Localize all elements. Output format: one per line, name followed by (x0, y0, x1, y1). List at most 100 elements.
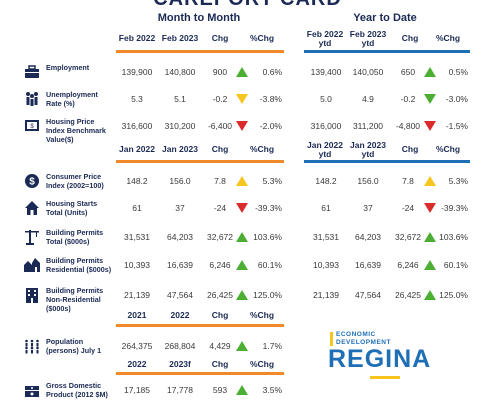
month-change-value: 32,672 (207, 232, 233, 242)
ytd-change-value: 7.8 (402, 176, 414, 186)
logo-line1: ECONOMIC (336, 331, 376, 338)
header1-right-col4: %Chg (435, 33, 461, 43)
arrow-down-icon (424, 121, 436, 131)
arrow-up-icon (424, 290, 436, 300)
ytd-percent-change: 103.6% (439, 232, 468, 242)
blue-divider (304, 160, 470, 163)
month-percent-change: 125.0% (253, 290, 282, 300)
header4-col4: %Chg (249, 359, 275, 369)
ytd-prev-value: 148.2 (315, 176, 337, 186)
row-label: Housing Starts Total (Units) (46, 199, 98, 217)
header3-col3: Chg (211, 310, 229, 320)
ytd-percent-change: -1.5% (445, 121, 468, 131)
arrow-up-icon (424, 260, 436, 270)
header1-left-col2: Feb 2023 (161, 33, 199, 43)
header1-left-col1: Feb 2022 (118, 33, 156, 43)
month-curr-value: 47,564 (167, 290, 193, 300)
header4-col1: 2022 (127, 359, 147, 369)
month-change-value: 26,425 (207, 290, 233, 300)
logo-underline (370, 376, 400, 379)
header2-right-col3: Chg (401, 144, 419, 154)
ytd-change-value: 6,246 (397, 260, 419, 270)
crane-icon (24, 229, 40, 245)
header2-left-col1: Jan 2022 (119, 144, 155, 154)
orange-divider (116, 50, 284, 53)
arrow-up-icon (236, 260, 248, 270)
logo-wordmark: REGINA (328, 345, 432, 373)
month-curr-value: 156.0 (169, 176, 191, 186)
header2-left-col3: Chg (211, 144, 229, 154)
people-icon (24, 91, 40, 107)
svg-text:$: $ (29, 177, 35, 188)
ytd-prev-value: 31,531 (313, 232, 339, 242)
row-label: Housing Price Index Benchmark Value($) (46, 117, 106, 144)
month-percent-change: 5.3% (262, 176, 282, 186)
arrow-up-icon (424, 232, 436, 242)
header2-right-col4: %Chg (435, 144, 461, 154)
year-to-date-heading: Year to Date (353, 12, 417, 24)
ytd-change-value: 26,425 (395, 290, 421, 300)
month-percent-change: -3.8% (259, 94, 282, 104)
arrow-up-icon (236, 341, 248, 351)
orange-divider (116, 324, 284, 327)
price-tag-icon: $ (24, 118, 40, 134)
row-label: Building Permits Total ($000s) (46, 228, 104, 246)
ytd-curr-value: 140,050 (352, 67, 384, 77)
row-label: Building Permits Non-Residential ($000s) (46, 286, 104, 313)
month-prev-value: 17,185 (124, 385, 150, 395)
money-stack-icon (24, 382, 40, 398)
arrow-up-icon (424, 176, 436, 186)
header4-col2: 2023f (169, 359, 191, 369)
month-change-value: -6,400 (207, 121, 233, 131)
ytd-percent-change: -39.3% (441, 203, 468, 213)
row-label: Gross Domestic Product (2012 $M) (46, 381, 108, 399)
ytd-change-value: -24 (401, 203, 415, 213)
month-curr-value: 5.1 (174, 94, 186, 104)
ytd-percent-change: 5.3% (448, 176, 468, 186)
month-prev-value: 264,375 (121, 341, 153, 351)
header2-left-col2: Jan 2023 (162, 144, 198, 154)
header3-col4: %Chg (249, 310, 275, 320)
svg-text:$: $ (30, 124, 34, 130)
header1-right-col2: Feb 2023 ytd (349, 29, 387, 48)
header1-right-col3: Chg (401, 33, 419, 43)
arrow-down-icon (424, 94, 436, 104)
month-prev-value: 148.2 (126, 176, 148, 186)
office-building-icon (24, 287, 40, 303)
month-curr-value: 268,804 (164, 341, 196, 351)
month-percent-change: 0.6% (262, 67, 282, 77)
month-percent-change: -39.3% (255, 203, 282, 213)
ytd-curr-value: 311,200 (352, 121, 384, 131)
arrow-up-icon (236, 385, 248, 395)
population-icon (24, 338, 40, 354)
homes-icon (24, 257, 40, 273)
month-percent-change: 60.1% (257, 260, 282, 270)
month-prev-value: 139,900 (121, 67, 153, 77)
ytd-percent-change: 0.5% (448, 67, 468, 77)
arrow-down-icon (236, 121, 248, 131)
header4-col3: Chg (211, 359, 229, 369)
month-to-month-heading: Month to Month (157, 12, 241, 24)
month-prev-value: 31,531 (124, 232, 150, 242)
header2-left-col4: %Chg (249, 144, 275, 154)
ytd-curr-value: 47,564 (355, 290, 381, 300)
ytd-change-value: 32,672 (395, 232, 421, 242)
arrow-up-icon (236, 290, 248, 300)
ytd-prev-value: 21,139 (313, 290, 339, 300)
month-percent-change: -2.0% (259, 121, 282, 131)
month-prev-value: 10,393 (124, 260, 150, 270)
ytd-prev-value: 316,000 (310, 121, 342, 131)
ytd-curr-value: 16,639 (355, 260, 381, 270)
month-change-value: 6,246 (209, 260, 231, 270)
header1-right-col1: Feb 2022 ytd (306, 29, 344, 48)
row-label: Unemployment Rate (%) (46, 90, 98, 108)
orange-divider (116, 160, 284, 163)
ytd-change-value: -0.2 (400, 94, 416, 104)
ytd-percent-change: 125.0% (439, 290, 468, 300)
ytd-change-value: -4,800 (395, 121, 421, 131)
month-prev-value: 5.3 (131, 94, 143, 104)
month-curr-value: 17,778 (167, 385, 193, 395)
header3-col2: 2022 (170, 310, 190, 320)
month-curr-value: 310,200 (164, 121, 196, 131)
briefcase-icon (24, 64, 40, 80)
